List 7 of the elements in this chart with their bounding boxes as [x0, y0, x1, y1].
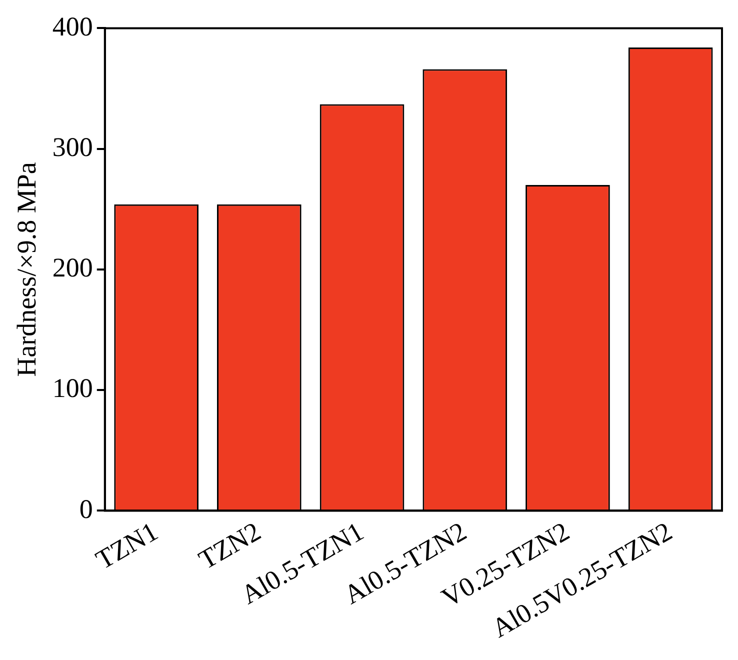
- y-axis-title: Hardness/×9.8 MPa: [11, 162, 42, 377]
- y-tick-label: 200: [52, 252, 93, 283]
- y-tick-label: 0: [79, 494, 93, 524]
- x-tick-label: TZN1: [90, 516, 163, 576]
- y-tick-label: 300: [52, 132, 93, 162]
- y-tick-label: 400: [52, 11, 93, 42]
- y-tick-label: 100: [52, 373, 93, 404]
